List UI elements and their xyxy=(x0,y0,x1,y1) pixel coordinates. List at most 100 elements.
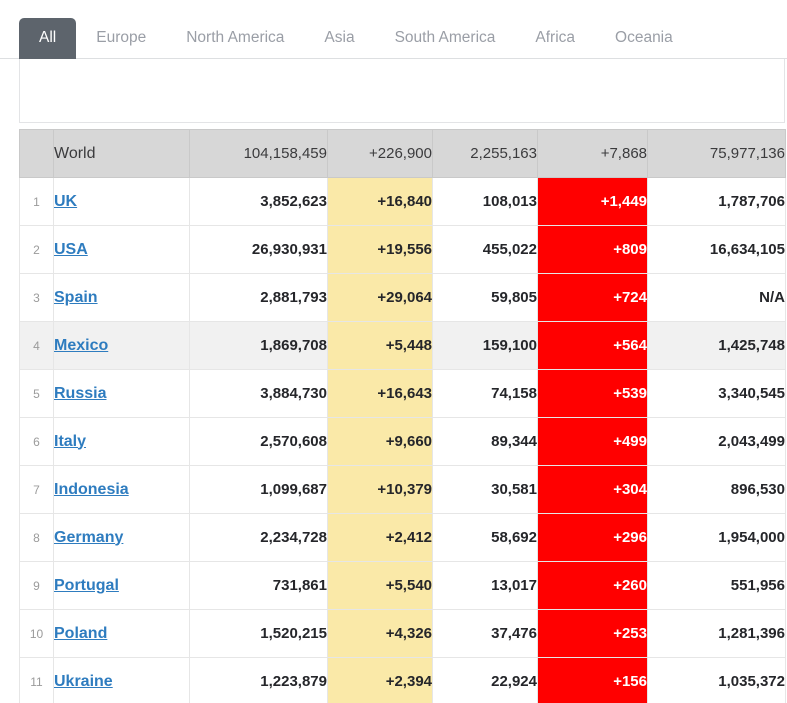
region-tab-all[interactable]: All xyxy=(19,18,77,59)
world-label: World xyxy=(53,129,190,178)
total-deaths-cell: 89,344 xyxy=(432,417,538,466)
total-deaths-cell: 22,924 xyxy=(432,657,538,703)
region-tab-europe[interactable]: Europe xyxy=(96,29,147,46)
total-deaths-cell: 30,581 xyxy=(432,465,538,514)
country-link[interactable]: UK xyxy=(54,192,78,210)
total-cases-cell: 2,881,793 xyxy=(189,273,328,322)
row-rank: 11 xyxy=(19,657,54,703)
summary-rank-cell xyxy=(19,129,54,178)
total-recovered-cell: N/A xyxy=(647,273,786,322)
country-cell: Spain xyxy=(53,273,190,322)
country-row: 11 Ukraine 1,223,879 +2,394 22,924 +156 … xyxy=(19,657,786,703)
new-cases-cell: +9,660 xyxy=(327,417,433,466)
country-row: 4 Mexico 1,869,708 +5,448 159,100 +564 1… xyxy=(19,321,786,370)
new-cases-cell: +16,840 xyxy=(327,177,433,226)
country-link[interactable]: Mexico xyxy=(54,336,109,354)
new-cases-cell: +10,379 xyxy=(327,465,433,514)
new-deaths-cell: +724 xyxy=(537,273,648,322)
world-total-recovered: 75,977,136 xyxy=(647,129,786,178)
total-recovered-cell: 1,954,000 xyxy=(647,513,786,562)
country-row: 2 USA 26,930,931 +19,556 455,022 +809 16… xyxy=(19,225,786,274)
new-deaths-cell: +539 xyxy=(537,369,648,418)
tab-content-panel xyxy=(19,59,785,123)
row-rank: 2 xyxy=(19,225,54,274)
country-row: 6 Italy 2,570,608 +9,660 89,344 +499 2,0… xyxy=(19,417,786,466)
new-deaths-cell: +253 xyxy=(537,609,648,658)
new-cases-cell: +29,064 xyxy=(327,273,433,322)
country-row: 7 Indonesia 1,099,687 +10,379 30,581 +30… xyxy=(19,465,786,514)
new-cases-cell: +19,556 xyxy=(327,225,433,274)
total-deaths-cell: 74,158 xyxy=(432,369,538,418)
total-deaths-cell: 37,476 xyxy=(432,609,538,658)
country-link[interactable]: Spain xyxy=(54,288,98,306)
row-rank: 9 xyxy=(19,561,54,610)
country-link[interactable]: Germany xyxy=(54,528,124,546)
row-rank: 7 xyxy=(19,465,54,514)
covid-stats-table: World 104,158,459 +226,900 2,255,163 +7,… xyxy=(19,129,786,703)
country-row: 10 Poland 1,520,215 +4,326 37,476 +253 1… xyxy=(19,609,786,658)
country-link[interactable]: Poland xyxy=(54,624,108,642)
total-recovered-cell: 1,425,748 xyxy=(647,321,786,370)
new-cases-cell: +2,394 xyxy=(327,657,433,703)
total-cases-cell: 1,223,879 xyxy=(189,657,328,703)
region-tab-oceania[interactable]: Oceania xyxy=(615,29,673,46)
new-cases-cell: +5,448 xyxy=(327,321,433,370)
region-tab-south-america[interactable]: South America xyxy=(394,29,496,46)
total-cases-cell: 1,099,687 xyxy=(189,465,328,514)
country-row: 9 Portugal 731,861 +5,540 13,017 +260 55… xyxy=(19,561,786,610)
country-row: 3 Spain 2,881,793 +29,064 59,805 +724 N/… xyxy=(19,273,786,322)
region-tab-north-america[interactable]: North America xyxy=(186,29,285,46)
world-new-deaths: +7,868 xyxy=(537,129,648,178)
country-cell: Russia xyxy=(53,369,190,418)
new-deaths-cell: +809 xyxy=(537,225,648,274)
total-recovered-cell: 551,956 xyxy=(647,561,786,610)
total-cases-cell: 26,930,931 xyxy=(189,225,328,274)
total-cases-cell: 1,869,708 xyxy=(189,321,328,370)
row-rank: 8 xyxy=(19,513,54,562)
total-cases-cell: 3,884,730 xyxy=(189,369,328,418)
total-deaths-cell: 58,692 xyxy=(432,513,538,562)
country-row: 5 Russia 3,884,730 +16,643 74,158 +539 3… xyxy=(19,369,786,418)
total-cases-cell: 3,852,623 xyxy=(189,177,328,226)
new-deaths-cell: +499 xyxy=(537,417,648,466)
country-cell: Ukraine xyxy=(53,657,190,703)
total-recovered-cell: 3,340,545 xyxy=(647,369,786,418)
world-total-cases: 104,158,459 xyxy=(189,129,328,178)
row-rank: 10 xyxy=(19,609,54,658)
country-rows: 1 UK 3,852,623 +16,840 108,013 +1,449 1,… xyxy=(19,177,786,703)
total-cases-cell: 2,234,728 xyxy=(189,513,328,562)
row-rank: 3 xyxy=(19,273,54,322)
country-row: 1 UK 3,852,623 +16,840 108,013 +1,449 1,… xyxy=(19,177,786,226)
world-total-deaths: 2,255,163 xyxy=(432,129,538,178)
new-deaths-cell: +304 xyxy=(537,465,648,514)
country-link[interactable]: USA xyxy=(54,240,88,258)
total-cases-cell: 731,861 xyxy=(189,561,328,610)
region-tabs: All Europe North America Asia South America A… xyxy=(0,0,787,59)
country-link[interactable]: Ukraine xyxy=(54,672,113,690)
country-cell: Portugal xyxy=(53,561,190,610)
total-recovered-cell: 1,281,396 xyxy=(647,609,786,658)
new-cases-cell: +5,540 xyxy=(327,561,433,610)
total-recovered-cell: 1,035,372 xyxy=(647,657,786,703)
total-deaths-cell: 13,017 xyxy=(432,561,538,610)
country-link[interactable]: Italy xyxy=(54,432,87,450)
total-cases-cell: 1,520,215 xyxy=(189,609,328,658)
world-summary-row: World 104,158,459 +226,900 2,255,163 +7,… xyxy=(19,129,786,178)
country-link[interactable]: Russia xyxy=(54,384,107,402)
total-recovered-cell: 2,043,499 xyxy=(647,417,786,466)
country-link[interactable]: Indonesia xyxy=(54,480,129,498)
total-recovered-cell: 16,634,105 xyxy=(647,225,786,274)
total-deaths-cell: 59,805 xyxy=(432,273,538,322)
region-tab-africa[interactable]: Africa xyxy=(535,29,576,46)
country-cell: Germany xyxy=(53,513,190,562)
new-cases-cell: +4,326 xyxy=(327,609,433,658)
country-row: 8 Germany 2,234,728 +2,412 58,692 +296 1… xyxy=(19,513,786,562)
country-cell: Poland xyxy=(53,609,190,658)
country-link[interactable]: Portugal xyxy=(54,576,119,594)
total-deaths-cell: 159,100 xyxy=(432,321,538,370)
row-rank: 5 xyxy=(19,369,54,418)
region-tab-asia[interactable]: Asia xyxy=(324,29,355,46)
country-cell: UK xyxy=(53,177,190,226)
new-deaths-cell: +296 xyxy=(537,513,648,562)
